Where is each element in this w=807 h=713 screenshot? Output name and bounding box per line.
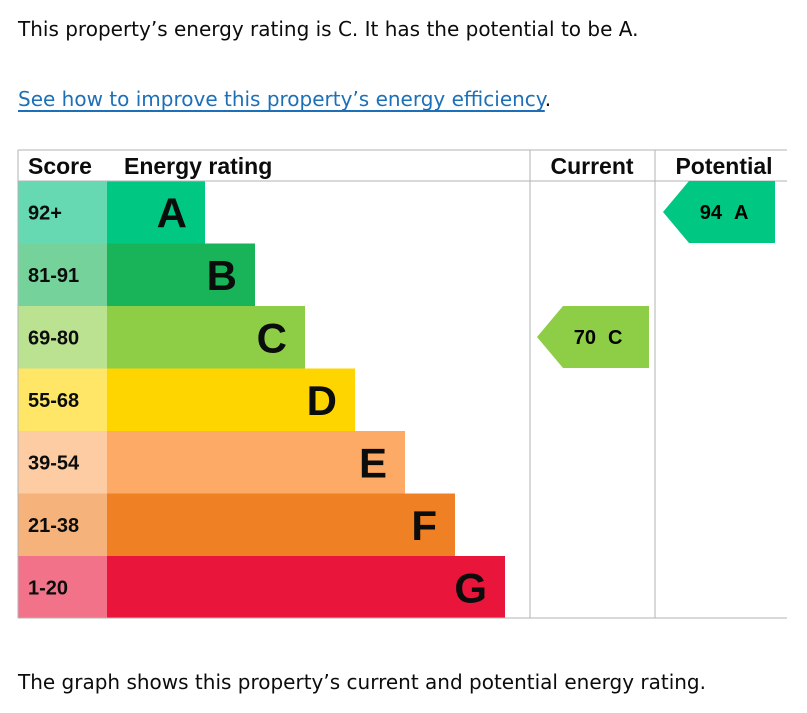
potential-rating-letter: A [734,202,748,224]
score-cell-c [18,306,107,369]
score-label-c: 69-80 [28,327,79,349]
band-letter-f: F [411,502,437,549]
band-letter-a: A [157,189,187,236]
score-cell-f [18,493,107,556]
potential-rating-flag [663,181,775,243]
potential-rating-value: 94 [700,202,723,224]
grid-lines [17,149,787,619]
score-cell-a [18,181,107,244]
band-bar-g [107,556,505,619]
band-letter-b: B [207,252,237,299]
header-energy-rating: Energy rating [124,153,272,179]
outro-text: The graph shows this property’s current … [18,670,706,694]
score-cell-d [18,368,107,431]
score-label-a: 92+ [28,202,62,224]
improve-link-suffix: . [544,87,552,111]
score-label-g: 1-20 [28,577,68,599]
band-bar-a [107,181,205,244]
band-letter-c: C [257,314,287,361]
bands-layer: 92+ A 81-91 B 69-80 C 55-68 D 39-54 E 21-38 F 1-20 G [18,181,505,619]
intro-text: This property’s energy rating is C. It h… [18,17,639,41]
score-cell-b [18,243,107,306]
score-label-b: 81-91 [28,265,79,287]
band-bar-b [107,243,255,306]
band-letter-g: G [454,564,487,611]
band-bar-f [107,493,455,556]
improve-link[interactable]: See how to improve this property’s energ… [18,87,545,111]
score-label-f: 21-38 [28,515,79,537]
header-score: Score [28,153,92,179]
improve-paragraph: See how to improve this property’s energ… [18,84,551,114]
band-bar-c [107,306,305,369]
band-bar-e [107,431,405,494]
current-rating-letter: C [608,327,622,349]
band-letter-e: E [359,439,387,486]
chart-header: Score Energy rating Current Potential [28,153,773,179]
header-potential: Potential [675,153,772,179]
rating-flags: 70 C 94 A [537,181,775,368]
score-cell-e [18,431,107,494]
score-label-d: 55-68 [28,390,79,412]
band-bar-d [107,368,355,431]
current-rating-value: 70 [574,327,596,349]
band-letter-d: D [307,377,337,424]
score-label-e: 39-54 [28,452,80,474]
score-cell-g [18,556,107,619]
header-current: Current [550,153,633,179]
current-rating-flag [537,306,649,368]
